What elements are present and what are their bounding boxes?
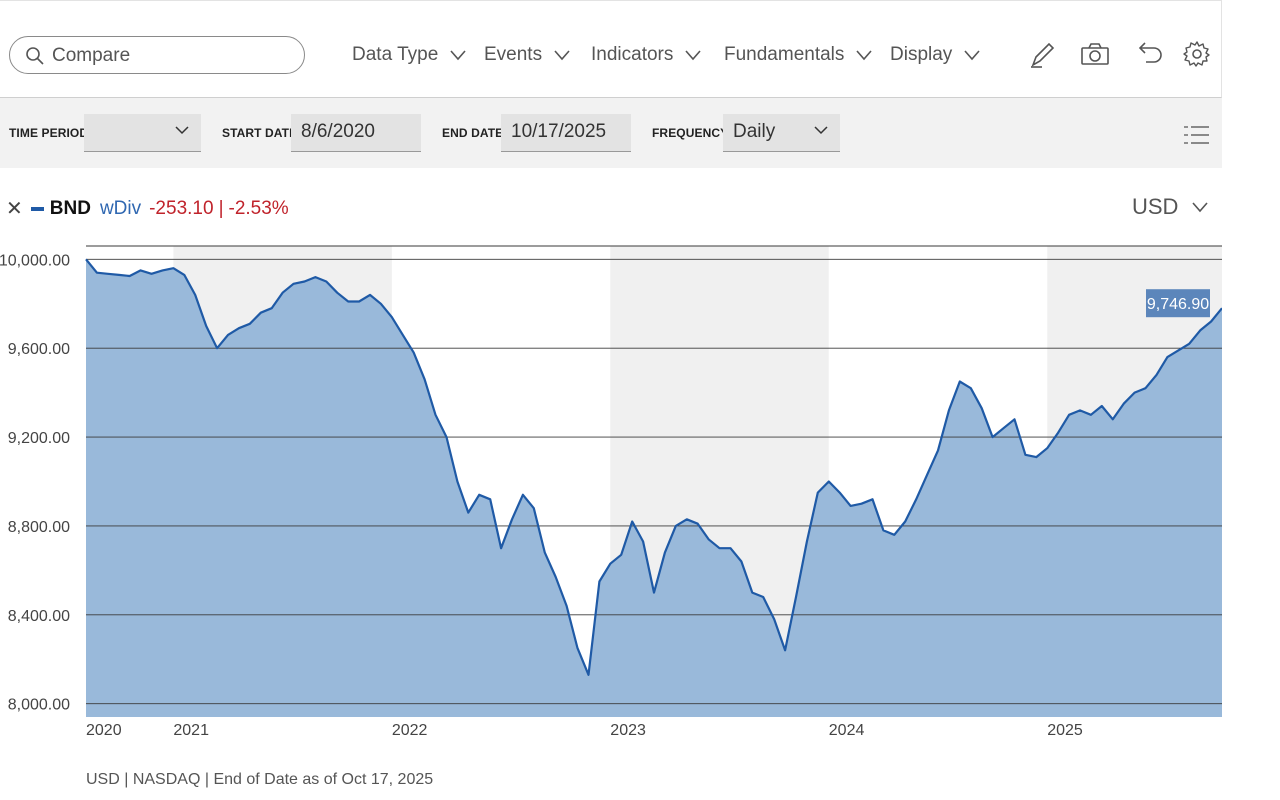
series-change-pct: -2.53% — [228, 197, 289, 219]
currency-select[interactable]: USD — [1132, 194, 1209, 220]
price-chart[interactable]: 10,000.00 9,600.00 9,200.00 8,800.00 8,400.0… — [0, 240, 1222, 740]
menu-fundamentals[interactable]: Fundamentals — [724, 44, 873, 66]
time-period-select[interactable] — [84, 114, 201, 152]
series-mode[interactable]: wDiv — [99, 197, 142, 219]
start-date-value: 8/6/2020 — [301, 121, 375, 142]
x-tick-label: 2024 — [829, 722, 865, 739]
end-date-value: 10/17/2025 — [511, 121, 607, 142]
frequency-value: Daily — [733, 121, 776, 142]
time-period-label: TIME PERIOD — [9, 126, 89, 140]
end-date-label: END DATE — [442, 126, 504, 140]
compare-search-input[interactable]: Compare — [9, 36, 305, 74]
search-placeholder: Compare — [52, 45, 131, 66]
x-tick-label: 2023 — [610, 722, 646, 739]
frequency-select[interactable]: Daily — [723, 114, 840, 152]
end-date-field[interactable]: 10/17/2025 — [501, 114, 631, 152]
year-band-overlay — [173, 246, 391, 717]
y-tick-label: 10,000.00 — [0, 252, 70, 269]
gear-icon[interactable] — [1182, 39, 1212, 69]
series-change: -253.10 — [149, 197, 214, 219]
last-value-label: 9,746.90 — [1147, 296, 1209, 313]
x-tick-label: 2022 — [392, 722, 428, 739]
pencil-icon[interactable] — [1028, 39, 1058, 69]
chevron-down-icon — [856, 50, 873, 61]
menu-label: Display — [890, 44, 953, 65]
y-tick-label: 8,000.00 — [8, 697, 70, 714]
undo-icon[interactable] — [1132, 39, 1162, 69]
chevron-down-icon — [554, 50, 570, 61]
series-symbol: BND — [49, 197, 91, 219]
frequency-label: FREQUENCY — [652, 126, 729, 140]
series-line — [85, 258, 1222, 676]
chevron-down-icon — [814, 126, 828, 135]
legend-separator: | — [218, 197, 224, 219]
chevron-down-icon — [685, 50, 701, 61]
chart-toolbar: Compare Data Type Events Indicators Fund… — [0, 0, 1222, 98]
chevron-down-icon — [175, 126, 189, 135]
year-band-overlay — [610, 246, 828, 717]
menu-label: Events — [484, 44, 543, 65]
remove-series-icon[interactable]: ✕ — [6, 198, 23, 220]
start-date-label: START DATE — [222, 126, 298, 140]
last-value-badge — [1146, 289, 1210, 318]
search-icon — [26, 47, 44, 65]
chart-footer-note: USD | NASDAQ | End of Date as of Oct 17,… — [86, 771, 434, 788]
menu-indicators[interactable]: Indicators — [591, 44, 701, 66]
chevron-down-icon — [1192, 202, 1209, 213]
x-tick-label: 2021 — [173, 722, 209, 739]
x-tick-label: 2025 — [1047, 722, 1083, 739]
menu-label: Indicators — [591, 44, 674, 65]
menu-data-type[interactable]: Data Type — [352, 44, 466, 66]
y-tick-label: 9,200.00 — [8, 430, 70, 447]
series-legend: ✕ BND wDiv -253.10 | -2.53% — [6, 196, 289, 221]
x-tick-label: 2020 — [86, 722, 122, 739]
chevron-down-icon — [450, 50, 466, 61]
start-date-field[interactable]: 8/6/2020 — [291, 114, 421, 152]
menu-display[interactable]: Display — [890, 44, 980, 66]
series-area — [86, 259, 1222, 717]
y-tick-label: 9,600.00 — [8, 341, 70, 358]
series-color-swatch — [30, 206, 44, 211]
menu-label: Fundamentals — [724, 44, 845, 65]
menu-label: Data Type — [352, 44, 439, 65]
currency-value: USD — [1132, 194, 1179, 219]
y-tick-label: 8,800.00 — [8, 519, 70, 536]
chevron-down-icon — [964, 50, 980, 61]
list-menu-icon[interactable] — [1184, 124, 1210, 146]
y-tick-label: 8,400.00 — [8, 608, 70, 625]
menu-events[interactable]: Events — [484, 44, 570, 66]
camera-icon[interactable] — [1080, 39, 1110, 69]
